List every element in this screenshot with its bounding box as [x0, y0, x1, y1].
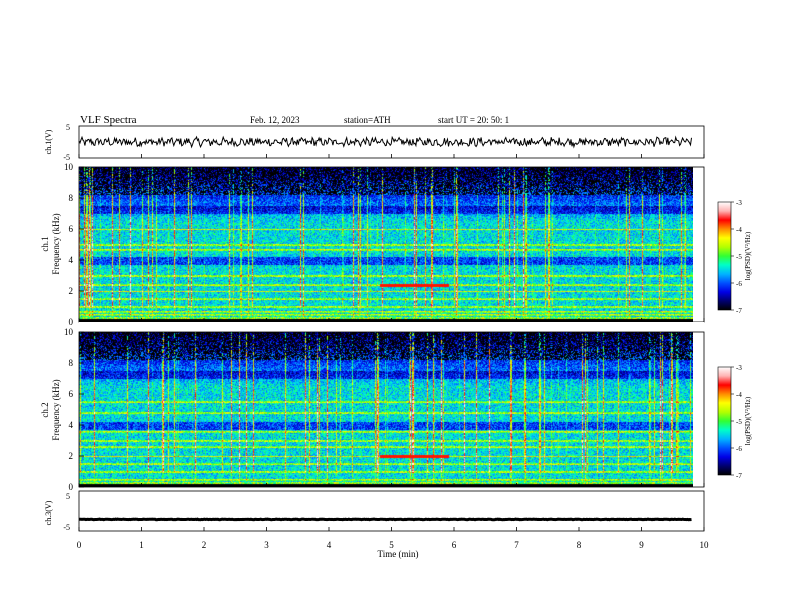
colorbar-tick-label: -4 — [736, 391, 742, 399]
frequency-tick-label: 8 — [69, 358, 74, 368]
ch1-colorbar-ticks: -3 -4 -5 -6 -7 — [731, 199, 742, 315]
ch3-ylabel: ch.3(V) — [44, 500, 53, 525]
ch1-waveform-line — [78, 135, 692, 149]
frequency-tick-label: 10 — [64, 162, 74, 172]
frequency-tick-label: 2 — [69, 451, 74, 461]
time-tick-label: 7 — [514, 540, 519, 550]
colorbar-tick-label: -3 — [736, 199, 742, 207]
ch1-ytick-bottom: -5 — [63, 153, 70, 162]
ch2-freq-ylabel-2: Frequency (kHz) — [51, 379, 61, 440]
start-time-label: start UT = 20: 50: 1 — [438, 115, 509, 125]
colorbar-tick-label: -4 — [736, 226, 742, 234]
ch3-waveform-line — [79, 517, 692, 522]
time-axis-label: Time (min) — [378, 549, 419, 559]
time-tick-label: 4 — [327, 540, 332, 550]
ch2-colorbar-scale — [717, 366, 732, 476]
time-tick-label: 9 — [639, 540, 644, 550]
colorbar-tick-label: -3 — [736, 364, 742, 372]
figure-title: VLF Spectra — [80, 114, 137, 126]
ch2-spectrogram-panel: 0 2 4 6 8 10 ch.2 Frequency (kHz) — [40, 327, 705, 492]
date-label: Feb. 12, 2023 — [250, 115, 300, 125]
ch3-ytick-top: 5 — [66, 492, 70, 501]
panel-separator — [79, 322, 704, 332]
station-label: station=ATH — [344, 115, 391, 125]
ch2-colorbar: -3 -4 -5 -6 -7 log(PSD)(V²/Hz) — [717, 364, 752, 480]
ch3-ytick-bottom: -5 — [63, 523, 70, 532]
time-tick-label: 1 — [139, 540, 144, 550]
frequency-tick-label: 2 — [69, 286, 74, 296]
time-axis: 0 1 2 3 4 5 6 7 8 9 10 — [77, 154, 709, 550]
ch1-ylabel: ch.1(V) — [44, 129, 53, 154]
frequency-tick-label: 10 — [64, 327, 74, 337]
time-tick-label: 2 — [202, 540, 207, 550]
colorbar-tick-label: -5 — [736, 253, 742, 261]
time-tick-label: 6 — [452, 540, 457, 550]
frequency-tick-label: 0 — [69, 317, 74, 327]
time-tick-label: 8 — [577, 540, 582, 550]
ch2-colorbar-ticks: -3 -4 -5 -6 -7 — [731, 364, 742, 480]
ch1-colorbar-scale — [717, 201, 732, 311]
time-tick-label: 5 — [389, 540, 394, 550]
frequency-tick-label: 4 — [69, 420, 74, 430]
ch2-frequency-ticks: 0 2 4 6 8 10 — [64, 327, 84, 492]
ch1-colorbar: -3 -4 -5 -6 -7 log(PSD)(V²/Hz) — [717, 199, 752, 315]
ch2-colorbar-label: log(PSD)(V²/Hz) — [744, 396, 752, 445]
time-tick-label: 3 — [264, 540, 269, 550]
frequency-tick-label: 4 — [69, 255, 74, 265]
frequency-tick-label: 6 — [69, 389, 74, 399]
colorbar-tick-label: -7 — [736, 472, 742, 480]
ch1-ytick-top: 5 — [66, 123, 70, 132]
colorbar-tick-label: -6 — [736, 445, 742, 453]
ch1-colorbar-label: log(PSD)(V²/Hz) — [744, 231, 752, 280]
ch2-spectrogram-image — [79, 332, 693, 487]
colorbar-tick-label: -6 — [736, 280, 742, 288]
colorbar-tick-label: -5 — [736, 418, 742, 426]
frequency-tick-label: 6 — [69, 224, 74, 234]
ch1-spectrogram-panel: 0 2 4 6 8 10 ch.1 Frequency (kHz) — [40, 162, 705, 327]
colorbar-tick-label: -7 — [736, 307, 742, 315]
ch1-freq-ylabel-1: ch.1 — [40, 236, 50, 251]
time-tick-label: 0 — [77, 540, 82, 550]
ch2-freq-ylabel-1: ch.2 — [40, 402, 50, 417]
ch3-waveform-frame — [78, 490, 705, 532]
time-tick-label: 10 — [700, 540, 710, 550]
ch1-spectrogram-image — [79, 167, 693, 322]
ch1-freq-ylabel-2: Frequency (kHz) — [51, 213, 61, 274]
frequency-tick-label: 0 — [69, 482, 74, 492]
frequency-tick-label: 8 — [69, 193, 74, 203]
ch1-frequency-ticks: 0 2 4 6 8 10 — [64, 162, 84, 327]
ch3-waveform-panel: 5 -5 ch.3(V) — [44, 490, 705, 532]
ch1-waveform-panel: 5 -5 ch.1(V) — [44, 123, 705, 162]
